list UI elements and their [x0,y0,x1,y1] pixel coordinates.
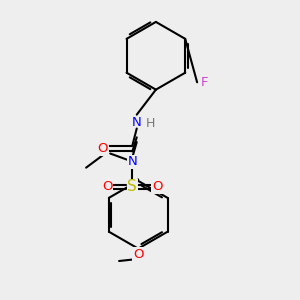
Text: H: H [146,117,156,130]
Text: F: F [201,76,208,89]
Text: O: O [102,180,112,193]
Text: N: N [128,155,137,168]
Text: O: O [98,142,108,155]
Text: S: S [128,179,137,194]
Text: N: N [132,116,142,128]
Text: O: O [133,248,143,261]
Text: O: O [152,180,163,193]
